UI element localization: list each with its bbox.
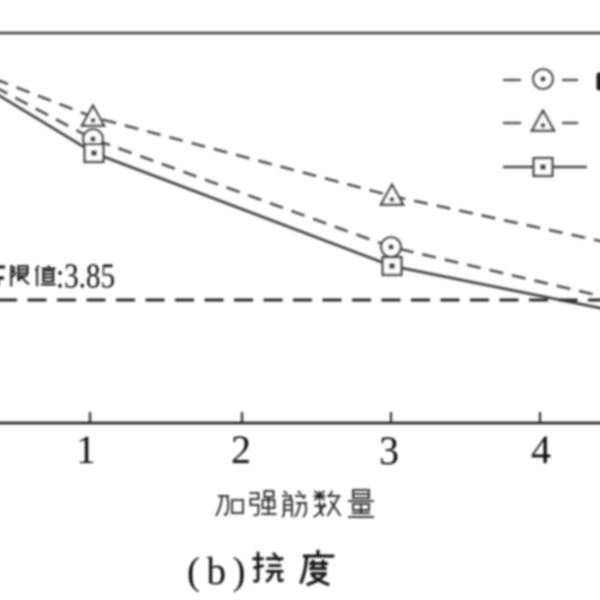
svg-text:1: 1 — [76, 427, 96, 472]
svg-text:3: 3 — [379, 428, 399, 473]
svg-text::3.85: :3.85 — [56, 257, 115, 296]
svg-text:4: 4 — [531, 427, 551, 472]
svg-text:2: 2 — [231, 427, 251, 472]
svg-text:(b): (b) — [187, 550, 252, 593]
